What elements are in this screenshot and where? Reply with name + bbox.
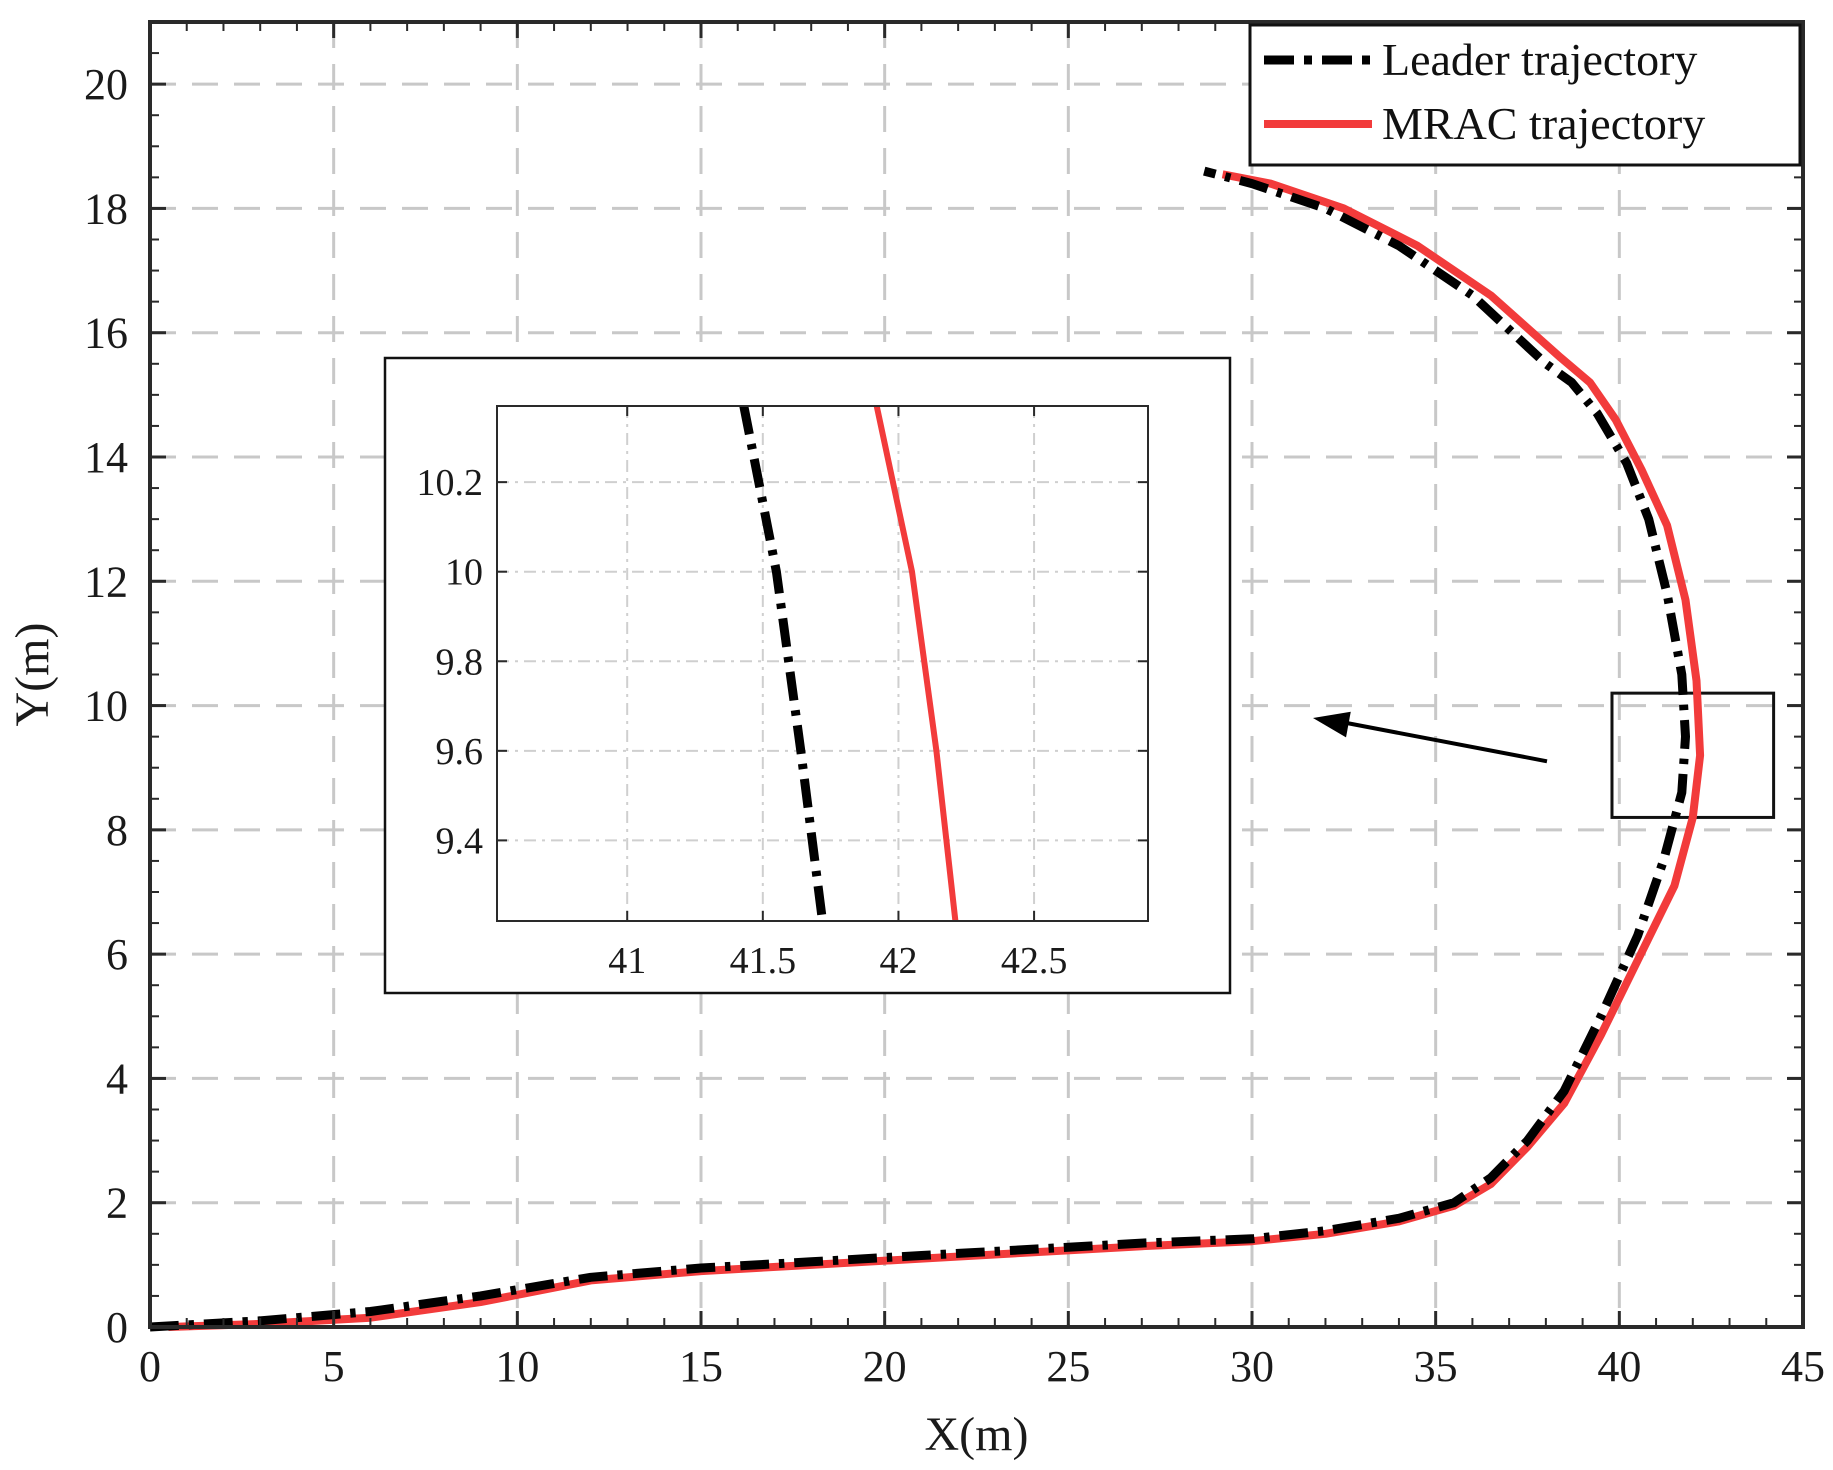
- legend: Leader trajectory MRAC trajectory: [1248, 23, 1802, 167]
- legend-label-mrac: MRAC trajectory: [1382, 98, 1705, 149]
- x-tick-label: 15: [679, 1342, 723, 1391]
- inset-outer-frame: [383, 356, 1232, 995]
- zoom-arrow: [1313, 711, 1548, 764]
- y-tick-label: 18: [84, 184, 128, 233]
- x-axis-label: X(m): [925, 1408, 1029, 1461]
- inset-y-tick-label: 10.2: [417, 462, 484, 504]
- inset-y-tick-label: 9.4: [436, 820, 484, 862]
- y-tick-label: 4: [106, 1054, 128, 1103]
- inset-panel: 41 41.5 42 42.5 9.4 9.6 9.8 10 10.2: [383, 356, 1232, 995]
- inset-x-tick-label: 42: [879, 940, 917, 982]
- y-tick-label: 14: [84, 433, 128, 482]
- inset-ticks: [497, 406, 1148, 921]
- y-tick-label: 0: [106, 1303, 128, 1352]
- inset-plot-frame: [496, 405, 1149, 922]
- x-tick-label: 35: [1414, 1342, 1458, 1391]
- legend-box: [1248, 23, 1802, 167]
- x-tick-label: 45: [1781, 1342, 1825, 1391]
- x-tick-label: 0: [139, 1342, 161, 1391]
- inset-y-tick-label: 10: [445, 552, 483, 594]
- inset-x-tick-label: 41.5: [730, 940, 797, 982]
- x-tick-label: 25: [1046, 1342, 1090, 1391]
- y-tick-label: 6: [106, 930, 128, 979]
- y-tick-label: 12: [84, 557, 128, 606]
- inset-grid: [497, 406, 1148, 921]
- x-tick-label: 5: [323, 1342, 345, 1391]
- y-axis-label: Y(m): [6, 623, 59, 727]
- zoom-arrow-head: [1313, 711, 1351, 738]
- inset-x-tick-label: 42.5: [1001, 940, 1068, 982]
- inset-x-tick-label: 41: [608, 940, 646, 982]
- inset-y-tick-label: 9.8: [436, 641, 484, 683]
- legend-label-leader: Leader trajectory: [1382, 34, 1697, 85]
- inset-leader-line: [739, 405, 827, 922]
- y-tick-label: 10: [84, 682, 128, 731]
- zoom-arrow-shaft: [1330, 718, 1548, 764]
- main-tick-labels: 0 5 10 15 20 25 30 35 40 45 0 2 4 6 8 10 12 14 16 18 20: [84, 60, 1825, 1391]
- main-ticks: [148, 22, 1805, 1329]
- x-tick-label: 20: [863, 1342, 907, 1391]
- main-series: [149, 166, 1705, 1332]
- inset-series: [739, 405, 959, 922]
- y-tick-label: 2: [106, 1179, 128, 1228]
- x-tick-label: 40: [1597, 1342, 1641, 1391]
- y-tick-label: 20: [84, 60, 128, 109]
- inset-y-tick-label: 9.6: [436, 731, 484, 773]
- x-tick-label: 30: [1230, 1342, 1274, 1391]
- leader-trajectory-line: [149, 166, 1690, 1332]
- inset-mrac-line: [873, 405, 959, 922]
- y-tick-label: 8: [106, 806, 128, 855]
- inset-tick-labels: 41 41.5 42 42.5 9.4 9.6 9.8 10 10.2: [417, 462, 1068, 982]
- y-tick-label: 16: [84, 309, 128, 358]
- x-tick-label: 10: [495, 1342, 539, 1391]
